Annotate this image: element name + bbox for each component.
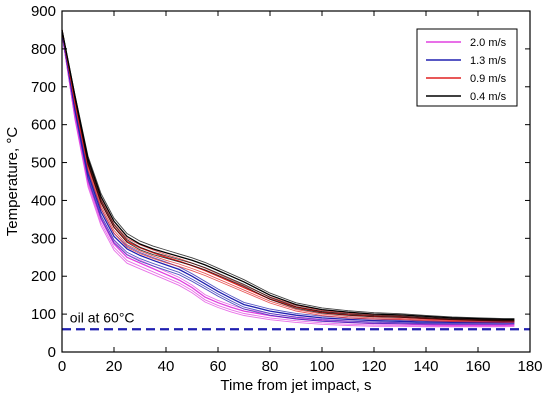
x-tick-label: 80 <box>262 358 279 375</box>
series-line-2 <box>61 31 515 324</box>
legend-label: 0.4 m/s <box>470 91 507 103</box>
plot-frame <box>61 10 531 353</box>
legend: 2.0 m/s 1.3 m/s 0.9 m/s 0.4 m/s <box>416 28 518 107</box>
legend-label: 2.0 m/s <box>470 37 507 49</box>
y-tick-label: 500 <box>31 155 56 172</box>
series-line-1 <box>61 33 515 328</box>
y-tick-label: 0 <box>48 344 56 361</box>
x-axis-title: Time from jet impact, s <box>220 377 371 394</box>
series-line-4 <box>61 29 515 321</box>
series-line-3 <box>61 29 515 322</box>
y-tick-label: 900 <box>31 3 56 20</box>
x-tick-label: 20 <box>106 358 123 375</box>
series-line-4 <box>61 29 515 322</box>
series-line-4 <box>61 29 515 320</box>
legend-label: 0.9 m/s <box>470 73 507 85</box>
axis-layer: 0 20 40 60 80 100 120 140 160 180 0 100 200 300 400 500… <box>31 3 543 375</box>
x-tick-label: 100 <box>309 358 334 375</box>
series-line-4 <box>61 29 515 321</box>
y-tick-label: 400 <box>31 192 56 209</box>
x-tick-label: 180 <box>517 358 542 375</box>
y-axis-title: Temperature, °C <box>4 127 21 237</box>
y-tick-label: 300 <box>31 230 56 247</box>
y-tick-label: 100 <box>31 306 56 323</box>
series-layer <box>61 29 515 328</box>
y-tick-label: 200 <box>31 268 56 285</box>
x-tick-label: 140 <box>413 358 438 375</box>
y-tick-label: 700 <box>31 79 56 96</box>
x-tick-label: 40 <box>158 358 175 375</box>
series-line-2 <box>61 31 515 324</box>
y-tick-label: 600 <box>31 117 56 134</box>
series-line-3 <box>61 29 515 323</box>
legend-label: 1.3 m/s <box>470 55 507 67</box>
y-tick-label: 800 <box>31 41 56 58</box>
x-tick-label: 120 <box>361 358 386 375</box>
legend-box <box>416 28 518 107</box>
series-line-2 <box>61 31 515 325</box>
series-line-1 <box>61 33 515 327</box>
x-tick-label: 0 <box>58 358 66 375</box>
x-tick-label: 160 <box>465 358 490 375</box>
oil-annotation: oil at 60°C <box>70 309 135 325</box>
series-line-1 <box>61 33 515 326</box>
x-tick-label: 60 <box>210 358 227 375</box>
